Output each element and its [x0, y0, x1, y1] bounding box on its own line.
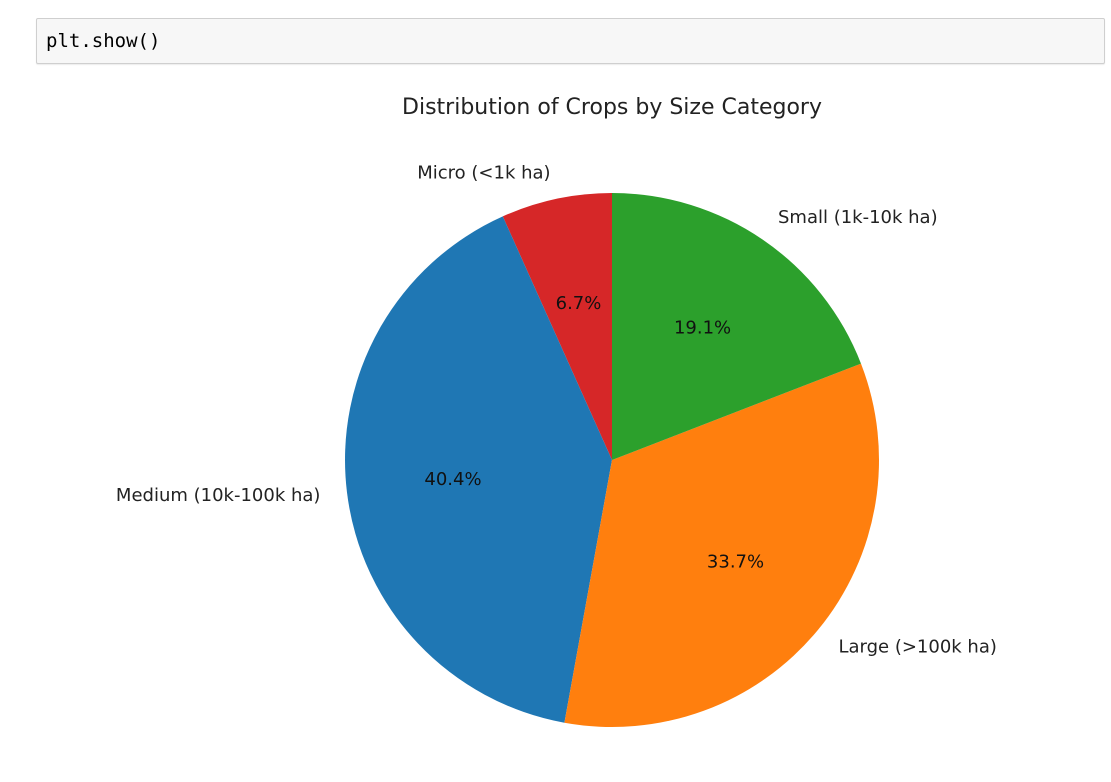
code-text: plt.show() [46, 30, 161, 52]
pie-slice-micro-1k-ha [502, 193, 612, 460]
pie-slice-small-1k-10k-ha [612, 193, 861, 460]
slice-label-large-100k-ha: Large (>100k ha) [838, 637, 996, 658]
percent-label-large-100k-ha: 33.7% [707, 552, 764, 573]
pie-slices [345, 193, 880, 727]
pie-slice-large-100k-ha [564, 363, 880, 727]
slice-label-micro-1k-ha: Micro (<1k ha) [417, 162, 550, 183]
chart-title: Distribution of Crops by Size Category [402, 95, 822, 120]
pie-slice-medium-10k-100k-ha [345, 216, 612, 723]
code-cell[interactable]: plt.show() [36, 18, 1105, 64]
percent-label-small-1k-10k-ha: 19.1% [674, 317, 731, 338]
slice-labels: Micro (<1k ha) Medium (10k-100k ha) Large … [116, 162, 997, 657]
slice-label-medium-10k-100k-ha: Medium (10k-100k ha) [116, 485, 321, 506]
percent-label-medium-10k-100k-ha: 40.4% [424, 469, 481, 490]
percent-label-micro-1k-ha: 6.7% [556, 293, 602, 314]
percent-labels: 6.7% 40.4% 33.7% 19.1% [424, 293, 764, 573]
slice-label-small-1k-10k-ha: Small (1k-10k ha) [778, 207, 938, 228]
